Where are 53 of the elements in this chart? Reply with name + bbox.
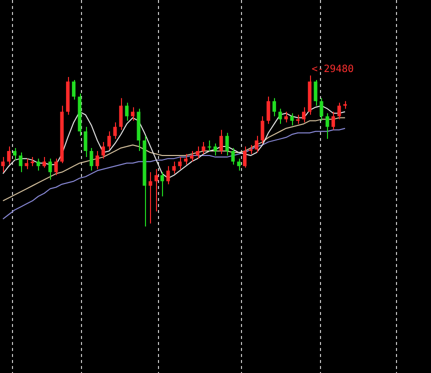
candlestick xyxy=(196,146,200,160)
candlestick xyxy=(302,106,306,123)
candlestick xyxy=(119,98,123,130)
candlestick xyxy=(96,150,100,170)
candlestick xyxy=(296,114,300,124)
candlestick xyxy=(130,106,134,122)
candlestick xyxy=(84,126,88,158)
candlestick xyxy=(42,156,46,168)
candlestick xyxy=(166,166,170,185)
candlestick xyxy=(18,152,22,173)
candlestick xyxy=(190,150,194,162)
candlestick xyxy=(219,129,223,155)
candlestick xyxy=(326,112,330,140)
candlestick xyxy=(272,98,276,117)
candlestick xyxy=(48,158,52,180)
candlestick xyxy=(154,168,158,212)
candlestick xyxy=(214,142,218,156)
candlestick xyxy=(208,140,212,152)
candlestick xyxy=(202,141,206,155)
candlestick xyxy=(237,158,241,172)
candlestick xyxy=(314,80,318,106)
candlestick xyxy=(184,154,188,166)
candlestick xyxy=(113,122,117,140)
candlestick xyxy=(54,158,58,176)
candlestick xyxy=(125,102,129,122)
candlestick xyxy=(337,102,341,120)
candlestick xyxy=(260,116,264,144)
candlestick xyxy=(24,158,28,170)
candlestick xyxy=(72,80,76,100)
candlestick xyxy=(1,156,5,173)
candlestick xyxy=(320,98,324,122)
candlestick xyxy=(172,161,176,174)
candlestick xyxy=(160,172,164,197)
candlestick xyxy=(7,146,11,166)
candlestick xyxy=(107,130,111,150)
candlestick xyxy=(266,96,270,124)
candlestick xyxy=(148,172,152,224)
candlestick xyxy=(331,111,336,130)
candlestick xyxy=(101,141,105,160)
candlestick xyxy=(290,112,294,126)
candlestick xyxy=(278,108,282,124)
candlestick xyxy=(284,111,288,123)
candlestick xyxy=(225,132,229,156)
candlestick xyxy=(12,147,17,161)
candlestick xyxy=(231,147,235,166)
candlestick xyxy=(36,158,40,172)
candlestick xyxy=(178,156,182,170)
candlestick xyxy=(90,147,94,172)
candlestick xyxy=(248,144,252,155)
candlestick xyxy=(254,135,258,154)
candlestick xyxy=(30,156,34,167)
candlestick xyxy=(243,146,247,168)
text: <-29480 xyxy=(312,64,354,76)
